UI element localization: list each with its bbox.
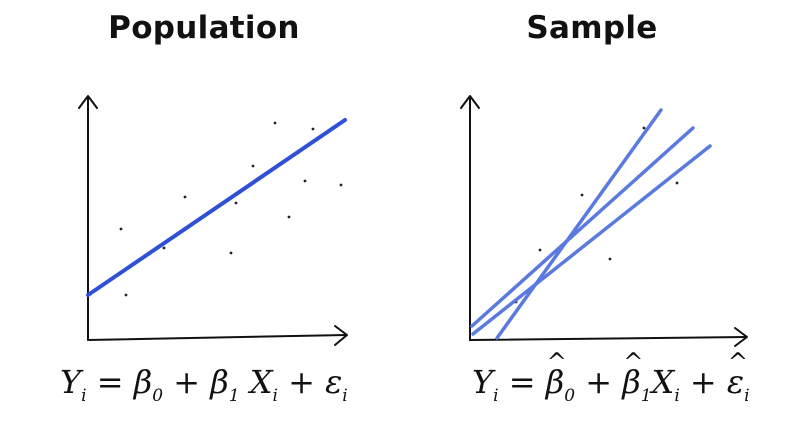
population-plot [78,95,348,346]
sample-title: Sample [526,10,658,46]
population-point [183,195,187,199]
eq-plus: + [277,363,326,401]
eq-beta1-hat: β [622,342,643,402]
eq-x-sub: i [674,386,680,406]
eq-y: Y [60,363,82,401]
population-points [119,121,343,297]
population-x-arrowhead [334,325,348,346]
population-point [273,121,277,125]
eq-plus: + [679,363,727,401]
sample-point [538,248,542,252]
sample-plot [460,95,748,347]
population-point [119,227,123,231]
population-point [229,251,233,255]
sample-panel: Sample Yi = β0 + β1Xi + εi [400,0,800,448]
sample-point [608,257,612,261]
eq-epsilon-sub: i [744,386,750,406]
sample-x-axis [469,336,747,341]
population-point [162,246,166,250]
eq-beta1: β [210,363,229,401]
population-regression-line [86,118,347,297]
eq-y: Y [472,363,494,401]
population-x-axis [87,334,347,341]
population-point [339,183,343,187]
population-point [124,293,128,297]
eq-epsilon-hat: ε [727,342,748,402]
eq-beta0-sub: 0 [152,386,164,406]
eq-beta0-hat: β [546,342,567,402]
eq-equals: = [498,363,546,401]
population-panel: Population Yi = β0 + β1 Xi + εi [60,10,348,416]
sample-point [675,181,679,185]
sample-regression-line-2 [470,126,695,328]
eq-beta0: β [133,363,153,401]
eq-beta1-sub: 1 [228,386,240,406]
sample-y-arrowhead [460,95,480,109]
eq-y-sub: i [81,386,87,406]
eq-x: X [651,363,675,401]
eq-beta0-sub: 0 [564,386,576,406]
population-point [311,127,315,131]
sample-regression-line-3 [471,144,712,336]
population-y-arrowhead [78,95,98,109]
sample-point [580,193,584,197]
eq-y-sub: i [493,386,499,406]
eq-plus: + [163,363,211,401]
eq-x: X [239,363,273,401]
eq-plus: + [575,363,623,401]
eq-x-sub: i [272,386,278,406]
sample-equation: Yi = β0 + β1Xi + εi [472,342,750,416]
population-equation: Yi = β0 + β1 Xi + εi [60,362,348,416]
population-point [303,179,307,183]
sample-regression-line-1 [495,108,663,340]
eq-epsilon: ε [325,363,343,401]
population-title: Population [108,10,300,46]
eq-beta1-sub: 1 [640,386,652,406]
population-point [234,201,238,205]
population-point [287,215,291,219]
sample-point [642,126,646,130]
eq-equals: = [86,363,134,401]
population-point [251,164,255,168]
eq-epsilon-sub: i [342,386,348,406]
